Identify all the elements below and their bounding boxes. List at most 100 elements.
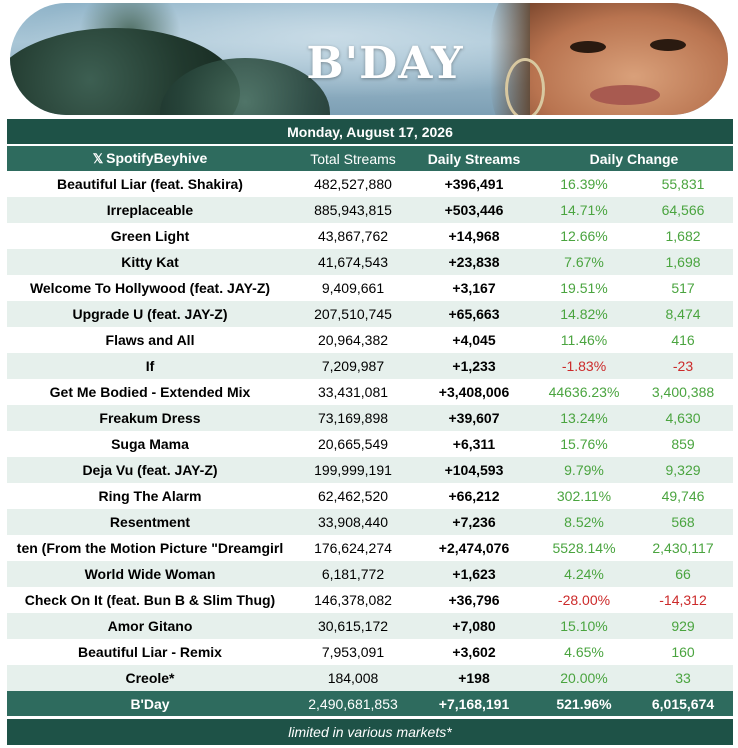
- table-row: Amor Gitano 30,615,172 +7,080 15.10% 929: [7, 613, 734, 639]
- table-row: Creole* 184,008 +198 20.00% 33: [7, 665, 734, 691]
- daily-change-diff: 568: [633, 509, 734, 535]
- daily-streams: +3,408,006: [413, 379, 535, 405]
- daily-streams: +39,607: [413, 405, 535, 431]
- table-row: Flaws and All 20,964,382 +4,045 11.46% 416: [7, 327, 734, 353]
- x-logo-icon: 𝕏: [92, 151, 104, 166]
- daily-change-percent: 20.00%: [535, 665, 633, 691]
- daily-change-percent: 302.11%: [535, 483, 633, 509]
- total-streams: 41,674,543: [293, 249, 413, 275]
- album-title: B'DAY: [306, 38, 464, 89]
- daily-streams: +23,838: [413, 249, 535, 275]
- total-streams: 184,008: [293, 665, 413, 691]
- daily-streams: +104,593: [413, 457, 535, 483]
- daily-streams: +66,212: [413, 483, 535, 509]
- table-row: Check On It (feat. Bun B & Slim Thug) 146…: [7, 587, 734, 613]
- table-row: Green Light 43,867,762 +14,968 12.66% 1,682: [7, 223, 734, 249]
- total-streams: 73,169,898: [293, 405, 413, 431]
- daily-change-percent: 4.24%: [535, 561, 633, 587]
- account-name: SpotifyBeyhive: [106, 150, 208, 166]
- table-header-row: 𝕏 SpotifyBeyhive Total Streams Daily Stre…: [7, 146, 734, 171]
- total-streams: 33,431,081: [293, 379, 413, 405]
- daily-change-percent: 13.24%: [535, 405, 633, 431]
- daily-change-diff: 1,698: [633, 249, 734, 275]
- daily-change-percent: 15.76%: [535, 431, 633, 457]
- song-title: Kitty Kat: [7, 249, 293, 275]
- daily-change-diff: 66: [633, 561, 734, 587]
- table-row: Get Me Bodied - Extended Mix 33,431,081 +3…: [7, 379, 734, 405]
- song-title: Irreplaceable: [7, 197, 293, 223]
- footnote: limited in various markets*: [7, 719, 733, 745]
- column-header-account: 𝕏 SpotifyBeyhive: [7, 146, 293, 171]
- daily-change-diff: 9,329: [633, 457, 734, 483]
- daily-change-diff: 2,430,117: [633, 535, 734, 561]
- totals-pct: 521.96%: [535, 691, 633, 716]
- daily-change-diff: 8,474: [633, 301, 734, 327]
- song-title: Creole*: [7, 665, 293, 691]
- daily-change-percent: 14.82%: [535, 301, 633, 327]
- song-title: Beautiful Liar - Remix: [7, 639, 293, 665]
- table-row: Welcome To Hollywood (feat. JAY-Z) 9,409,…: [7, 275, 734, 301]
- totals-label: B'Day: [7, 691, 293, 716]
- totals-diff: 6,015,674: [633, 691, 734, 716]
- song-title: Suga Mama: [7, 431, 293, 457]
- totals-row: B'Day 2,490,681,853 +7,168,191 521.96% 6…: [7, 691, 734, 716]
- song-title: Deja Vu (feat. JAY-Z): [7, 457, 293, 483]
- total-streams: 9,409,661: [293, 275, 413, 301]
- table-row: Ring The Alarm 62,462,520 +66,212 302.11% 49…: [7, 483, 734, 509]
- daily-streams: +7,236: [413, 509, 535, 535]
- song-title: Flaws and All: [7, 327, 293, 353]
- song-title: World Wide Woman: [7, 561, 293, 587]
- song-title: Green Light: [7, 223, 293, 249]
- daily-streams: +36,796: [413, 587, 535, 613]
- daily-change-percent: 7.67%: [535, 249, 633, 275]
- song-title: Resentment: [7, 509, 293, 535]
- song-title: If: [7, 353, 293, 379]
- song-title: ten (From the Motion Picture "Dreamgirl: [7, 535, 293, 561]
- totals-daily: +7,168,191: [413, 691, 535, 716]
- song-title: Beautiful Liar (feat. Shakira): [7, 171, 293, 197]
- daily-change-diff: 64,566: [633, 197, 734, 223]
- table-row: Upgrade U (feat. JAY-Z) 207,510,745 +65,66…: [7, 301, 734, 327]
- daily-change-diff: 3,400,388: [633, 379, 734, 405]
- total-streams: 30,615,172: [293, 613, 413, 639]
- total-streams: 885,943,815: [293, 197, 413, 223]
- daily-change-diff: 416: [633, 327, 734, 353]
- daily-change-percent: 44636.23%: [535, 379, 633, 405]
- total-streams: 33,908,440: [293, 509, 413, 535]
- daily-change-percent: -1.83%: [535, 353, 633, 379]
- daily-streams: +198: [413, 665, 535, 691]
- daily-streams: +396,491: [413, 171, 535, 197]
- daily-change-percent: 11.46%: [535, 327, 633, 353]
- daily-change-diff: 4,630: [633, 405, 734, 431]
- daily-change-percent: 19.51%: [535, 275, 633, 301]
- daily-streams: +14,968: [413, 223, 535, 249]
- total-streams: 43,867,762: [293, 223, 413, 249]
- daily-change-percent: 15.10%: [535, 613, 633, 639]
- song-title: Amor Gitano: [7, 613, 293, 639]
- total-streams: 482,527,880: [293, 171, 413, 197]
- daily-change-percent: 9.79%: [535, 457, 633, 483]
- banner-eye: [570, 41, 606, 53]
- total-streams: 207,510,745: [293, 301, 413, 327]
- table-row: If 7,209,987 +1,233 -1.83% -23: [7, 353, 734, 379]
- song-title: Check On It (feat. Bun B & Slim Thug): [7, 587, 293, 613]
- daily-change-diff: 33: [633, 665, 734, 691]
- banner-earring: [505, 58, 545, 115]
- daily-change-diff: 1,682: [633, 223, 734, 249]
- table-row: Beautiful Liar - Remix 7,953,091 +3,602 4.6…: [7, 639, 734, 665]
- daily-change-diff: 517: [633, 275, 734, 301]
- daily-streams: +4,045: [413, 327, 535, 353]
- daily-change-diff: 49,746: [633, 483, 734, 509]
- total-streams: 6,181,772: [293, 561, 413, 587]
- total-streams: 199,999,191: [293, 457, 413, 483]
- daily-change-diff: -23: [633, 353, 734, 379]
- banner-lips: [590, 85, 660, 105]
- daily-change-percent: 14.71%: [535, 197, 633, 223]
- table-row: Kitty Kat 41,674,543 +23,838 7.67% 1,698: [7, 249, 734, 275]
- total-streams: 7,953,091: [293, 639, 413, 665]
- column-header-change: Daily Change: [535, 146, 734, 171]
- banner-eye: [650, 39, 686, 51]
- streams-table: 𝕏 SpotifyBeyhive Total Streams Daily Stre…: [7, 146, 734, 716]
- column-header-total: Total Streams: [293, 146, 413, 171]
- daily-change-percent: 4.65%: [535, 639, 633, 665]
